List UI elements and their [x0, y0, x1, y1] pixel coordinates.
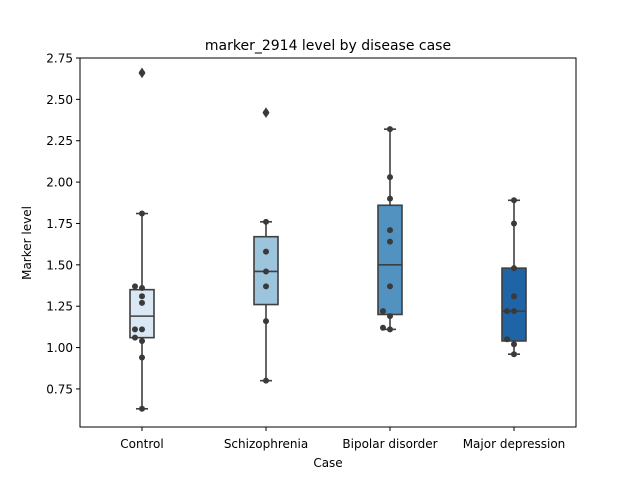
data-point: [387, 195, 393, 202]
plot-frame: [79, 57, 577, 428]
data-point: [511, 293, 517, 300]
y-tick-label: 2.75: [46, 52, 73, 66]
data-point: [263, 377, 269, 384]
x-tick-label: Control: [120, 437, 163, 451]
y-tick-label: 1.00: [46, 341, 73, 355]
y-tick-label: 1.75: [46, 217, 73, 231]
data-point: [387, 174, 393, 181]
data-point: [511, 351, 517, 358]
data-point: [132, 326, 138, 333]
data-point: [387, 313, 393, 320]
data-point: [132, 334, 138, 341]
y-tick-label: 0.75: [46, 382, 73, 396]
data-point: [139, 210, 145, 217]
data-point: [139, 405, 145, 412]
data-point: [511, 220, 517, 227]
data-point: [380, 308, 386, 315]
data-point: [511, 308, 517, 315]
data-point: [139, 354, 145, 361]
data-point: [511, 197, 517, 204]
data-point: [511, 265, 517, 272]
box-group-schizophrenia: [253, 107, 279, 384]
x-tick-label: Major depression: [463, 437, 566, 451]
data-point: [139, 337, 145, 344]
y-tick-label: 2.00: [46, 176, 73, 190]
data-point: [380, 324, 386, 331]
box-group-major-depression: [501, 197, 527, 358]
y-tick-label: 2.25: [46, 134, 73, 148]
data-point: [132, 283, 138, 290]
data-point: [387, 126, 393, 133]
data-point: [387, 283, 393, 290]
data-point: [139, 299, 145, 306]
data-point: [504, 308, 510, 315]
box-iqr: [501, 267, 527, 342]
data-point: [139, 285, 145, 292]
box-group-control: [129, 67, 155, 412]
y-axis-label: Marker level: [20, 206, 34, 280]
chart-title: marker_2914 level by disease case: [205, 38, 451, 54]
y-tick-label: 2.50: [46, 93, 73, 107]
box-group-bipolar-disorder: [377, 126, 403, 333]
data-point: [387, 238, 393, 245]
data-point: [504, 336, 510, 343]
data-point: [139, 326, 145, 333]
data-point: [263, 318, 269, 325]
y-tick-label: 1.50: [46, 258, 73, 272]
x-axis-label: Case: [313, 456, 342, 470]
x-tick-label: Schizophrenia: [224, 437, 308, 451]
data-point: [263, 248, 269, 255]
data-point: [263, 283, 269, 290]
data-point: [263, 218, 269, 225]
data-point: [387, 326, 393, 333]
data-point: [139, 293, 145, 300]
data-point: [387, 227, 393, 234]
data-point: [263, 109, 269, 116]
y-tick-label: 1.25: [46, 300, 73, 314]
data-point: [139, 69, 145, 76]
data-point: [263, 268, 269, 275]
data-point: [511, 341, 517, 348]
box-iqr: [377, 204, 403, 316]
x-tick-label: Bipolar disorder: [342, 437, 437, 451]
